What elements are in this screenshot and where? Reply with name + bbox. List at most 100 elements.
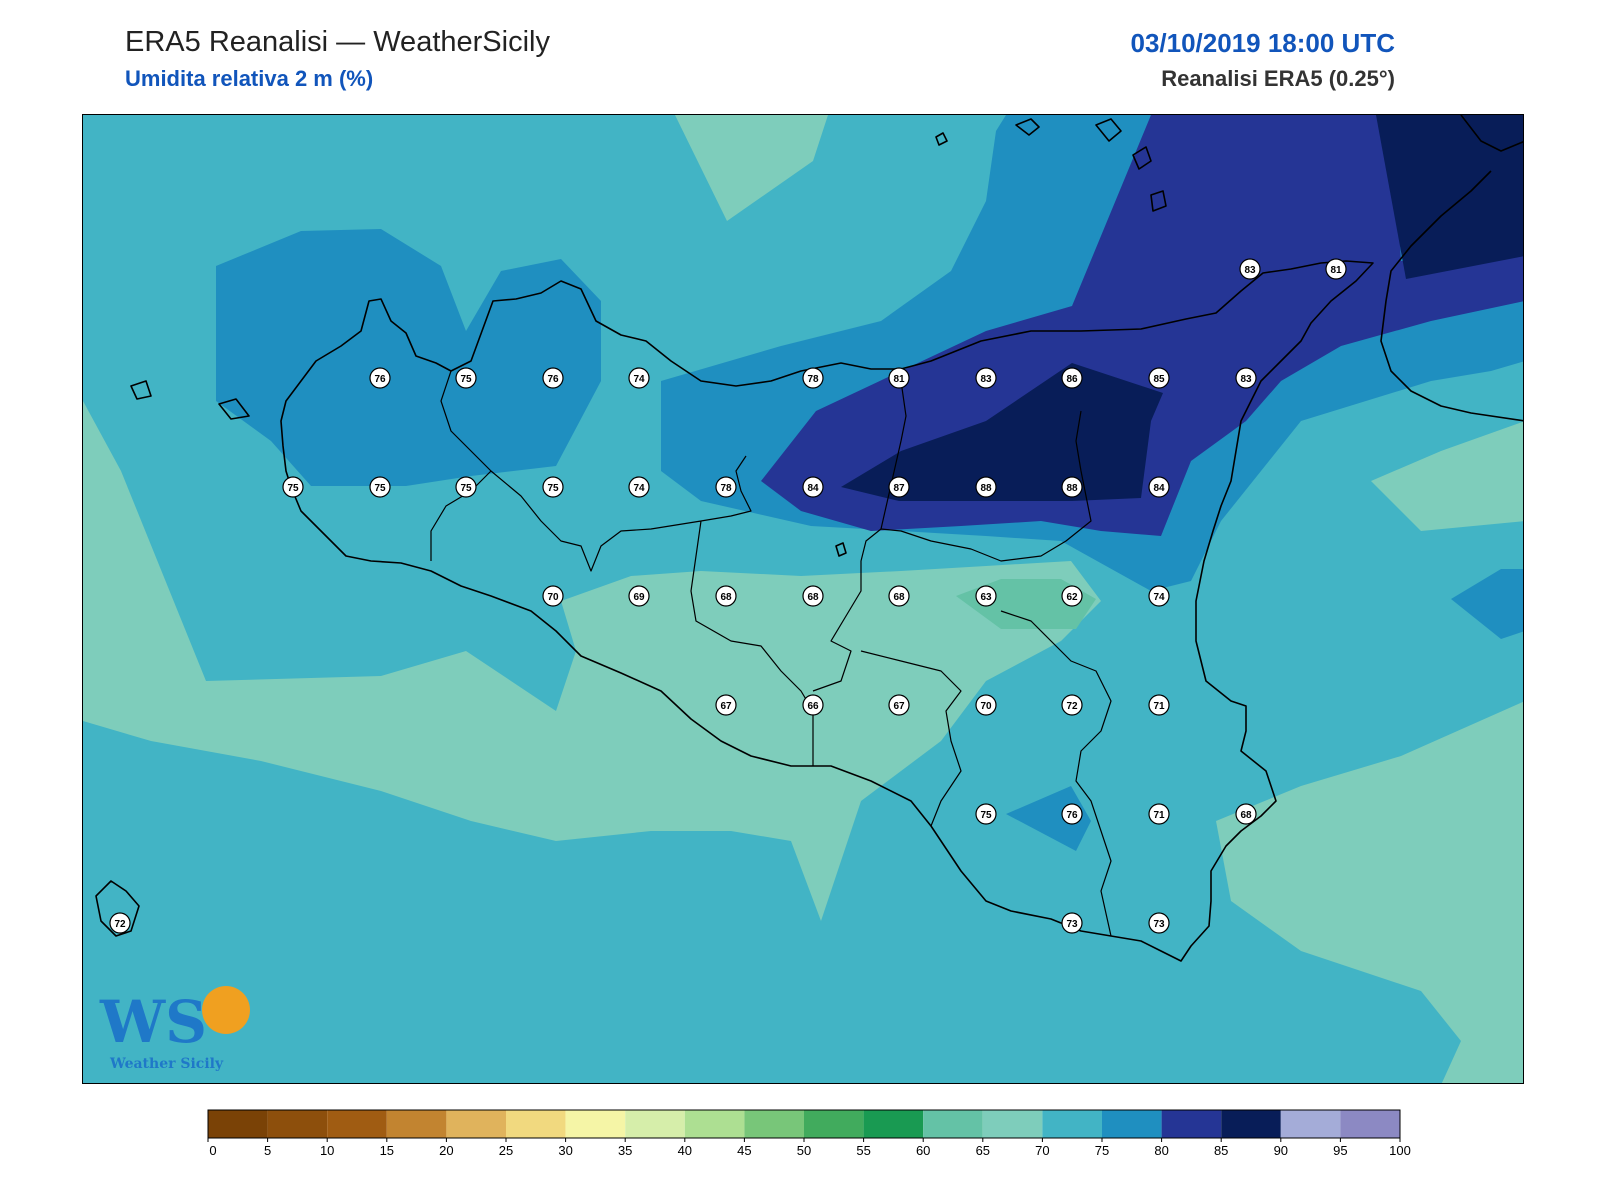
station-circle (975, 367, 997, 389)
station-marker: 83 (1239, 258, 1261, 280)
colorbar-segment (684, 1110, 745, 1138)
sicily-coast (280, 260, 1374, 962)
field-85-90-central (841, 363, 1163, 501)
station-circle (888, 476, 910, 498)
station-circle (1061, 476, 1083, 498)
colorbar-segment (208, 1110, 268, 1138)
humidity-map[interactable]: 83 81 76 75 76 74 78 81 83 86 85 83 75 75 75 75 74 78 84 87… (82, 114, 1524, 1084)
station-value: 74 (1153, 592, 1165, 603)
station-marker: 71 (1148, 803, 1170, 825)
station-values: 83 81 76 75 76 74 78 81 83 86 85 83 75 75 75 75 74 78 84 87… (109, 258, 1347, 934)
station-value: 83 (1244, 265, 1256, 276)
colorbar-tick-label: 55 (856, 1143, 870, 1158)
colorbar-tick-label: 100 (1389, 1143, 1411, 1158)
station-marker: 70 (975, 694, 997, 716)
station-value: 83 (980, 374, 992, 385)
station-circle (369, 476, 391, 498)
station-value: 78 (807, 374, 819, 385)
egadi-islands (130, 380, 250, 420)
station-value: 74 (633, 374, 645, 385)
ustica-island (835, 542, 847, 557)
station-circle (975, 585, 997, 607)
station-value: 84 (807, 483, 819, 494)
station-circle (975, 694, 997, 716)
station-value: 69 (633, 592, 645, 603)
station-circle (455, 367, 477, 389)
station-marker: 69 (628, 585, 650, 607)
station-value: 88 (980, 483, 992, 494)
station-circle (628, 367, 650, 389)
colorbar-segment (386, 1110, 447, 1138)
colorbar-tick-label: 25 (499, 1143, 513, 1158)
station-marker: 85 (1148, 367, 1170, 389)
colorbar-tick-label: 50 (797, 1143, 811, 1158)
station-marker: 75 (282, 476, 304, 498)
station-circle (888, 694, 910, 716)
station-marker: 71 (1148, 694, 1170, 716)
station-value: 84 (1153, 483, 1165, 494)
field-65-70-southeast (1216, 701, 1523, 1083)
colorbar-segment (1161, 1110, 1222, 1138)
station-value: 72 (1066, 701, 1078, 712)
station-value: 71 (1153, 810, 1165, 821)
station-marker: 87 (888, 476, 910, 498)
station-circle (1235, 367, 1257, 389)
station-value: 71 (1153, 701, 1165, 712)
station-marker: 68 (888, 585, 910, 607)
station-marker: 76 (542, 367, 564, 389)
colorbar-segment (446, 1110, 506, 1138)
station-value: 66 (807, 701, 819, 712)
station-marker: 83 (1235, 367, 1257, 389)
station-marker: 88 (975, 476, 997, 498)
station-circle (1061, 694, 1083, 716)
station-value: 81 (1330, 265, 1342, 276)
station-marker: 63 (975, 585, 997, 607)
station-marker: 78 (715, 476, 737, 498)
station-value: 75 (374, 483, 386, 494)
station-value: 68 (807, 592, 819, 603)
station-marker: 73 (1148, 912, 1170, 934)
station-marker: 88 (1061, 476, 1083, 498)
station-circle (282, 476, 304, 498)
colorbar-tick-label: 20 (439, 1143, 453, 1158)
station-value: 75 (460, 374, 472, 385)
station-marker: 72 (109, 912, 131, 934)
station-value: 75 (460, 483, 472, 494)
colorbar-segment (1102, 1110, 1162, 1138)
station-value: 76 (374, 374, 386, 385)
colorbar-segment (506, 1110, 566, 1138)
station-circle (715, 476, 737, 498)
station-circle (1148, 694, 1170, 716)
colorbar: 0 5 10 15 20 25 30 35 40 45 50 55 60 65 70 75 80 85 90 95 10… (207, 1109, 1427, 1166)
colorbar-segment (625, 1110, 685, 1138)
station-value: 72 (114, 919, 126, 930)
station-marker: 75 (455, 476, 477, 498)
variable-subtitle: Umidita relativa 2 m (%) (125, 66, 374, 91)
station-circle (1148, 585, 1170, 607)
station-marker: 81 (1325, 258, 1347, 280)
station-value: 67 (893, 701, 905, 712)
colorbar-tick-label: 40 (678, 1143, 692, 1158)
field-85-90 (841, 115, 1523, 501)
station-marker: 74 (1148, 585, 1170, 607)
station-marker: 76 (369, 367, 391, 389)
station-circle (1148, 367, 1170, 389)
station-marker: 76 (1061, 803, 1083, 825)
station-marker: 74 (628, 367, 650, 389)
colorbar-segment (1042, 1110, 1102, 1138)
station-circle (1148, 912, 1170, 934)
station-marker: 72 (1061, 694, 1083, 716)
station-marker: 67 (888, 694, 910, 716)
station-circle (975, 803, 997, 825)
colorbar-segment (565, 1110, 626, 1138)
colorbar-segment (327, 1110, 387, 1138)
calabria-coast (1380, 115, 1523, 422)
station-marker: 75 (542, 476, 564, 498)
field-75-80-south (1006, 786, 1091, 851)
field-75-80-east (1451, 569, 1523, 639)
colorbar-segment (863, 1110, 924, 1138)
colorbar-tick-label: 30 (558, 1143, 572, 1158)
station-value: 75 (287, 483, 299, 494)
station-value: 76 (1066, 810, 1078, 821)
logo-letters: WS (99, 988, 207, 1056)
